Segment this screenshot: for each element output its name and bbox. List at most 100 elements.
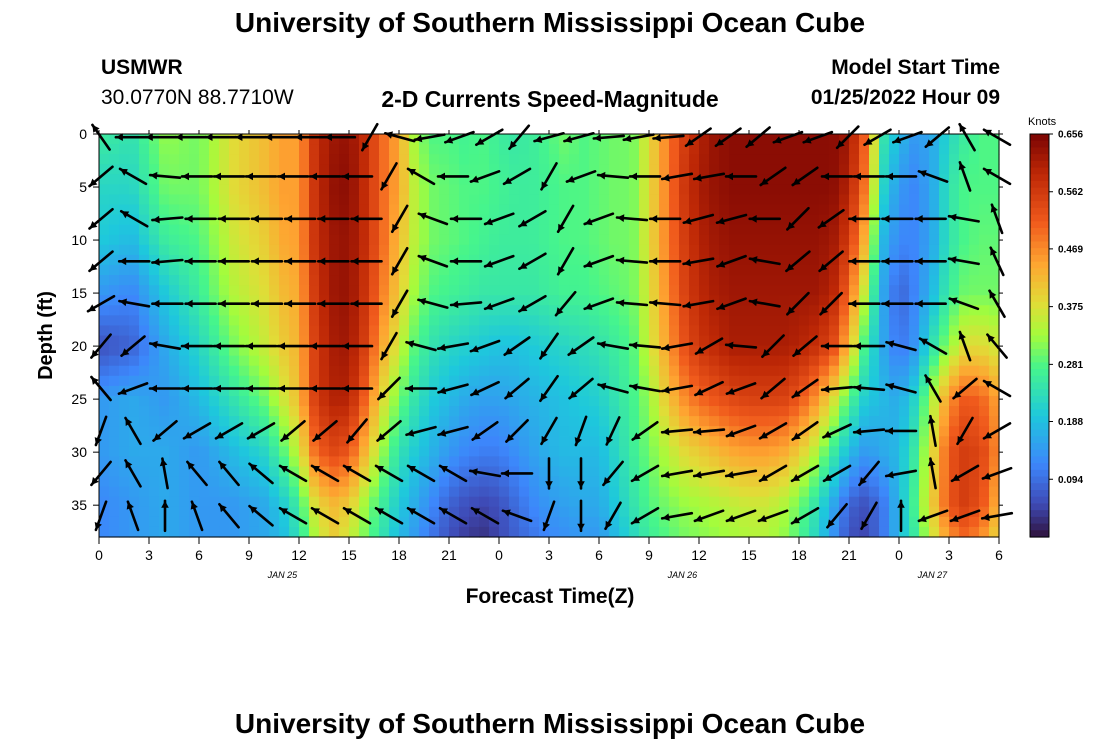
heatmap-cell [379, 436, 390, 447]
y-tick-label: 30 [71, 444, 87, 460]
heatmap-cell [379, 224, 390, 236]
heatmap-cell [169, 446, 180, 457]
heatmap-cell [709, 234, 720, 246]
heatmap-cell [479, 295, 490, 306]
heatmap-cell [139, 466, 150, 478]
heatmap-cell [389, 335, 400, 347]
current-vector [745, 126, 771, 149]
heatmap-cell [369, 244, 380, 256]
heatmap-cell [609, 224, 620, 236]
heatmap-cell [109, 234, 120, 246]
heatmap-cell [519, 244, 530, 256]
heatmap-cell [859, 496, 870, 508]
heatmap-cell [569, 275, 580, 286]
heatmap-cell [829, 526, 840, 538]
heatmap-cell [119, 406, 130, 417]
heatmap-cell [449, 174, 460, 185]
heatmap-cell [239, 426, 250, 437]
heatmap-cell [389, 315, 400, 327]
heatmap-cell [449, 516, 460, 528]
heatmap-cell [409, 234, 420, 246]
heatmap-cell [419, 486, 430, 498]
colorbar-segment [1030, 422, 1049, 431]
heatmap-cell [889, 224, 900, 236]
heatmap-cell [259, 466, 270, 478]
heatmap-cell [679, 476, 690, 488]
heatmap-cell [279, 264, 290, 276]
heatmap-cell [319, 194, 330, 206]
heatmap-cell [179, 174, 190, 185]
heatmap-cell [969, 526, 980, 538]
heatmap-cell [119, 506, 130, 518]
heatmap-cell [719, 315, 730, 327]
heatmap-cell [659, 436, 670, 447]
heatmap-cell [209, 184, 220, 196]
heatmap-cell [639, 355, 650, 367]
current-vector [924, 126, 951, 149]
heatmap-cell [549, 144, 560, 155]
heatmap-cell [379, 456, 390, 468]
heatmap-cell [509, 426, 520, 437]
current-vector [437, 425, 469, 437]
colorbar-segment [1030, 221, 1049, 229]
heatmap-cell [969, 275, 980, 286]
heatmap-cell [179, 214, 190, 226]
heatmap-cell [229, 486, 240, 498]
heatmap-cell [649, 315, 660, 327]
heatmap-cell [289, 275, 300, 286]
x-tick-label: 0 [95, 547, 103, 563]
heatmap-cell [579, 134, 590, 145]
current-vector [436, 342, 470, 352]
current-vector [436, 172, 470, 181]
heatmap-cell [249, 365, 260, 377]
heatmap-cell [949, 496, 960, 508]
heatmap-cell [869, 154, 880, 165]
heatmap-cell [129, 416, 140, 427]
heatmap-cell [489, 436, 500, 447]
heatmap-cell [169, 295, 180, 306]
heatmap-cell [709, 134, 720, 145]
heatmap-cell [459, 174, 470, 185]
heatmap-cell [919, 264, 930, 276]
heatmap-cell [779, 446, 790, 457]
heatmap-cell [789, 214, 800, 226]
current-vector [914, 215, 947, 223]
heatmap-cell [909, 134, 920, 145]
heatmap-cell [169, 375, 180, 387]
heatmap-cell [269, 426, 280, 437]
heatmap-cell [549, 365, 560, 377]
heatmap-cell [979, 476, 990, 488]
heatmap-cell [469, 264, 480, 276]
current-vector [340, 342, 374, 350]
heatmap-cell [649, 466, 660, 478]
heatmap-cell [949, 204, 960, 216]
heatmap-cell [769, 174, 780, 185]
heatmap-cell [359, 516, 370, 528]
heatmap-cell [329, 406, 340, 417]
heatmap-cell [419, 305, 430, 316]
heatmap-cell [579, 315, 590, 327]
heatmap-cell [909, 395, 920, 407]
heatmap-cell [269, 305, 280, 316]
heatmap-cell [99, 486, 110, 498]
heatmap-cell [809, 345, 820, 357]
current-vector [989, 246, 1005, 277]
heatmap-cell [119, 194, 130, 206]
colorbar-segment [1030, 328, 1049, 337]
heatmap-cell [539, 144, 550, 155]
heatmap-cell [529, 526, 540, 538]
heatmap-cell [279, 275, 290, 286]
heatmap-cell [219, 144, 230, 155]
heatmap-cell [219, 154, 230, 165]
heatmap-cell [569, 244, 580, 256]
heatmap-cell [699, 204, 710, 216]
current-vector [820, 342, 854, 350]
heatmap-cell [259, 345, 270, 357]
heatmap-cell [809, 204, 820, 216]
heatmap-cell [569, 184, 580, 196]
heatmap-cell [719, 164, 730, 175]
heatmap-cell [609, 526, 620, 538]
heatmap-cell [629, 476, 640, 488]
heatmap-cell [489, 395, 500, 407]
heatmap-cell [739, 416, 750, 427]
